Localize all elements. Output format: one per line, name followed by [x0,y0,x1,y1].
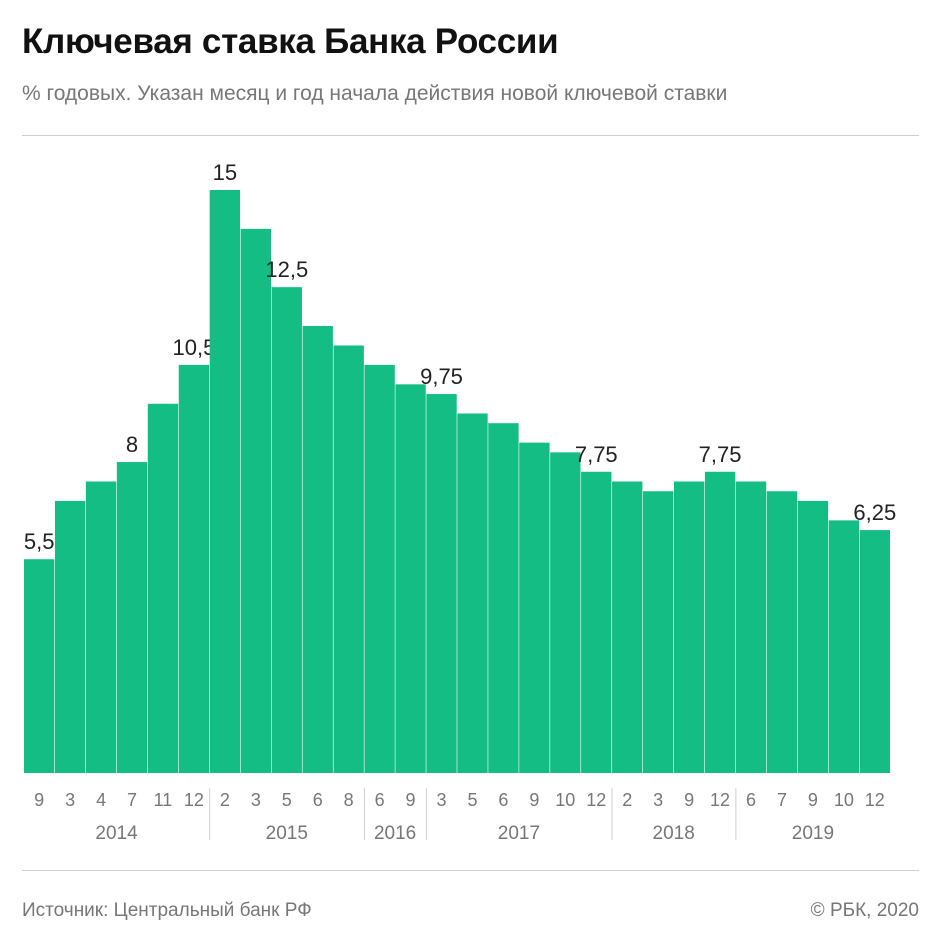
x-tick-label: 5 [467,790,477,810]
bar [178,364,210,773]
chart-title: Ключевая ставка Банка России [22,22,559,61]
x-tick-label: 7 [777,790,787,810]
bar [209,190,241,773]
bar [612,481,643,773]
bar [333,345,364,773]
bar [766,491,798,773]
data-label: 9,75 [420,364,463,389]
x-tick-label: 3 [65,790,75,810]
x-tick-label: 2 [220,790,230,810]
bar [24,559,55,773]
x-tick-label: 9 [34,790,44,810]
bar [426,394,457,773]
bar [735,481,767,773]
bottom-divider [22,870,919,871]
bar [271,287,302,773]
data-label: 5,5 [24,529,55,554]
copyright-note: © РБК, 2020 [810,900,919,921]
bar [395,384,426,773]
x-tick-label: 9 [808,790,818,810]
bar [240,228,271,773]
bar [550,452,581,773]
data-label: 15 [213,160,237,185]
bar [704,471,736,773]
data-label: 7,75 [575,442,618,467]
chart-subtitle: % годовых. Указан месяц и год начала дей… [22,82,728,105]
data-label: 6,25 [853,500,896,525]
year-label: 2015 [266,823,308,844]
year-label: 2016 [374,823,416,844]
year-label: 2019 [792,823,834,844]
data-label: 8 [126,432,138,457]
bar [643,491,674,773]
year-label: 2018 [653,823,695,844]
x-tick-label: 12 [710,790,730,810]
bar [116,462,148,773]
bar [828,520,860,773]
x-tick-label: 9 [529,790,539,810]
bar [797,500,829,773]
bar [85,481,117,773]
x-tick-label: 9 [684,790,694,810]
bar [519,442,550,773]
x-tick-label: 9 [406,790,416,810]
x-tick-label: 3 [653,790,663,810]
source-note: Источник: Центральный банк РФ [22,900,312,921]
data-label: 10,5 [173,335,216,360]
top-divider [22,135,919,136]
x-tick-label: 7 [127,790,137,810]
x-tick-label: 12 [865,790,885,810]
x-tick-label: 4 [96,790,106,810]
x-tick-label: 10 [555,790,575,810]
bar [859,530,890,773]
x-tick-label: 8 [344,790,354,810]
x-tick-label: 2 [622,790,632,810]
bar [147,403,179,773]
data-label: 7,75 [699,442,742,467]
data-label: 12,5 [265,257,308,282]
year-label: 2014 [95,823,138,844]
year-label: 2017 [498,823,540,844]
x-tick-label: 5 [282,790,292,810]
x-tick-label: 12 [184,790,204,810]
x-tick-label: 6 [746,790,756,810]
bar [581,471,612,773]
x-tick-label: 6 [375,790,385,810]
x-tick-label: 3 [437,790,447,810]
bar [54,500,86,773]
x-tick-label: 6 [498,790,508,810]
x-tick-label: 10 [834,790,854,810]
bar [673,481,705,773]
bar [364,364,395,773]
x-tick-label: 3 [251,790,261,810]
x-tick-label: 12 [586,790,606,810]
bar [302,326,333,773]
bar [457,413,488,773]
x-tick-label: 11 [154,790,173,810]
x-tick-label: 6 [313,790,323,810]
bar [488,423,519,773]
